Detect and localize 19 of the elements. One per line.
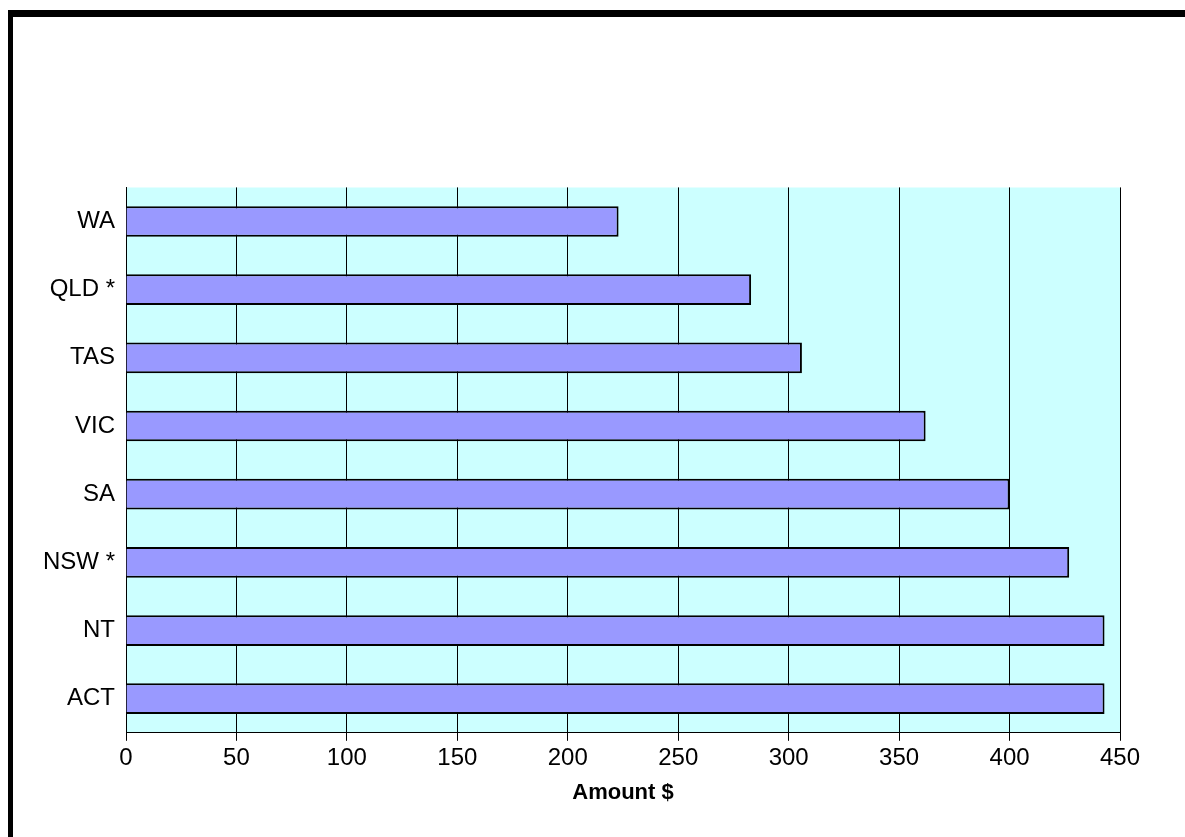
x-tick-label: 400 xyxy=(989,742,1030,770)
x-tick-label: 450 xyxy=(1099,742,1141,770)
x-axis-title: Amount $ xyxy=(572,778,674,804)
y-tick-label: NSW * xyxy=(43,546,115,574)
x-tick-label: 50 xyxy=(223,742,250,770)
x-tick-label: 150 xyxy=(437,742,478,770)
y-tick-label: TAS xyxy=(70,342,115,370)
y-tick-label: ACT xyxy=(67,683,116,711)
x-tick-label: 100 xyxy=(326,742,367,770)
y-tick-label: SA xyxy=(82,478,115,506)
x-tick-label: 0 xyxy=(119,742,133,770)
y-tick-label: NT xyxy=(83,615,116,643)
y-tick-label: VIC xyxy=(74,410,115,438)
x-tick-label: 300 xyxy=(768,742,809,770)
y-tick-label: WA xyxy=(77,206,115,234)
y-tick-label: QLD * xyxy=(49,274,115,302)
x-tick-label: 250 xyxy=(658,742,699,770)
x-tick-label: 200 xyxy=(547,742,588,770)
x-tick-label: 350 xyxy=(879,742,920,770)
